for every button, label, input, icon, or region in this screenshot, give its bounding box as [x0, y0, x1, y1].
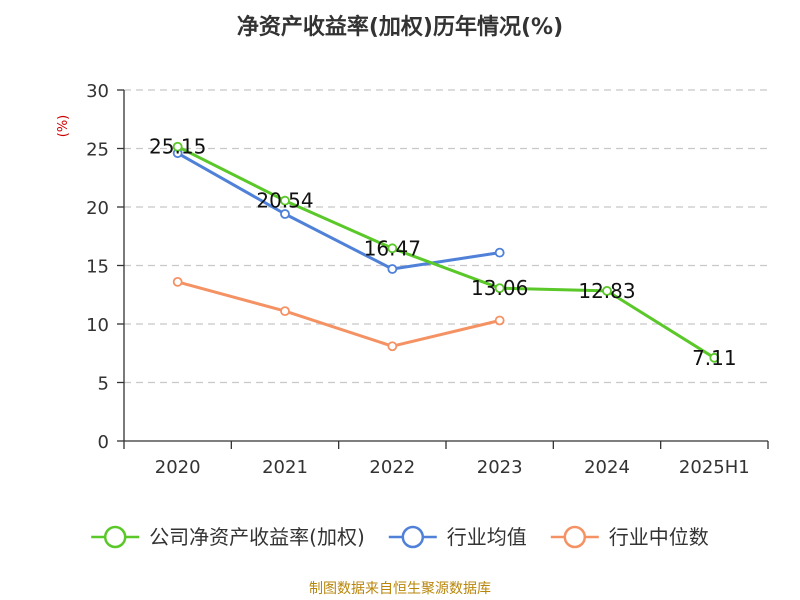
legend-item: 行业中位数 — [550, 525, 709, 549]
data-point — [494, 315, 505, 326]
data-point — [172, 276, 183, 287]
data-label: 16.47 — [364, 236, 421, 260]
y-tick-label: 10 — [86, 315, 109, 336]
y-tick-label: 30 — [86, 81, 109, 102]
chart-title: 净资产收益率(加权)历年情况(%) — [237, 14, 563, 40]
legend-marker-icon — [401, 525, 425, 549]
x-tick-label: 2023 — [477, 457, 523, 478]
data-label: 7.11 — [692, 346, 737, 370]
legend-label: 行业均值 — [447, 525, 527, 549]
data-point — [387, 264, 398, 274]
legend-marker-icon — [563, 525, 587, 549]
legend: 公司净资产收益率(加权) 行业均值 行业中位数 — [91, 525, 709, 549]
gridlines — [124, 89, 768, 384]
source-note: 制图数据来自恒生聚源数据库 — [309, 581, 491, 597]
y-tick-label: 5 — [98, 374, 109, 395]
series-line — [176, 151, 500, 271]
data-point — [280, 195, 290, 206]
data-point — [494, 283, 505, 294]
y-tick-label: 0 — [98, 432, 109, 453]
x-tick-label: 2025H1 — [679, 457, 750, 478]
data-label: 25.15 — [149, 135, 206, 159]
data-point — [494, 247, 505, 258]
legend-item: 行业均值 — [388, 525, 527, 549]
y-tick-label: 25 — [86, 140, 109, 161]
x-tick-label: 2020 — [155, 457, 201, 478]
legend-marker-icon — [103, 525, 127, 549]
axes: 0 5 10 15 20 25 30 2020 2021 2022 2023 2024 2025H1 — [86, 81, 769, 478]
legend-item: 公司净资产收益率(加权) — [91, 525, 365, 549]
x-tick-label: 2022 — [369, 457, 415, 478]
series-line — [177, 145, 716, 360]
series-lines — [172, 141, 720, 363]
data-point — [387, 341, 398, 352]
data-labels: 25.15 20.54 16.47 13.06 12.83 7.11 — [149, 135, 737, 370]
data-label: 20.54 — [256, 189, 313, 213]
y-axis-unit: (%) — [56, 115, 71, 138]
x-tick-label: 2024 — [584, 457, 630, 478]
data-point — [280, 306, 290, 317]
data-label: 13.06 — [471, 276, 528, 300]
y-tick-label: 20 — [86, 198, 109, 219]
data-point — [387, 243, 398, 254]
x-tick-label: 2021 — [262, 457, 308, 478]
legend-label: 行业中位数 — [609, 525, 709, 549]
series-line — [177, 280, 501, 348]
legend-label: 公司净资产收益率(加权) — [149, 525, 365, 549]
data-point — [602, 285, 612, 296]
y-tick-label: 15 — [86, 257, 109, 278]
data-point — [709, 352, 720, 363]
data-point — [280, 209, 290, 219]
data-label: 12.83 — [578, 279, 635, 303]
data-point — [172, 141, 183, 152]
